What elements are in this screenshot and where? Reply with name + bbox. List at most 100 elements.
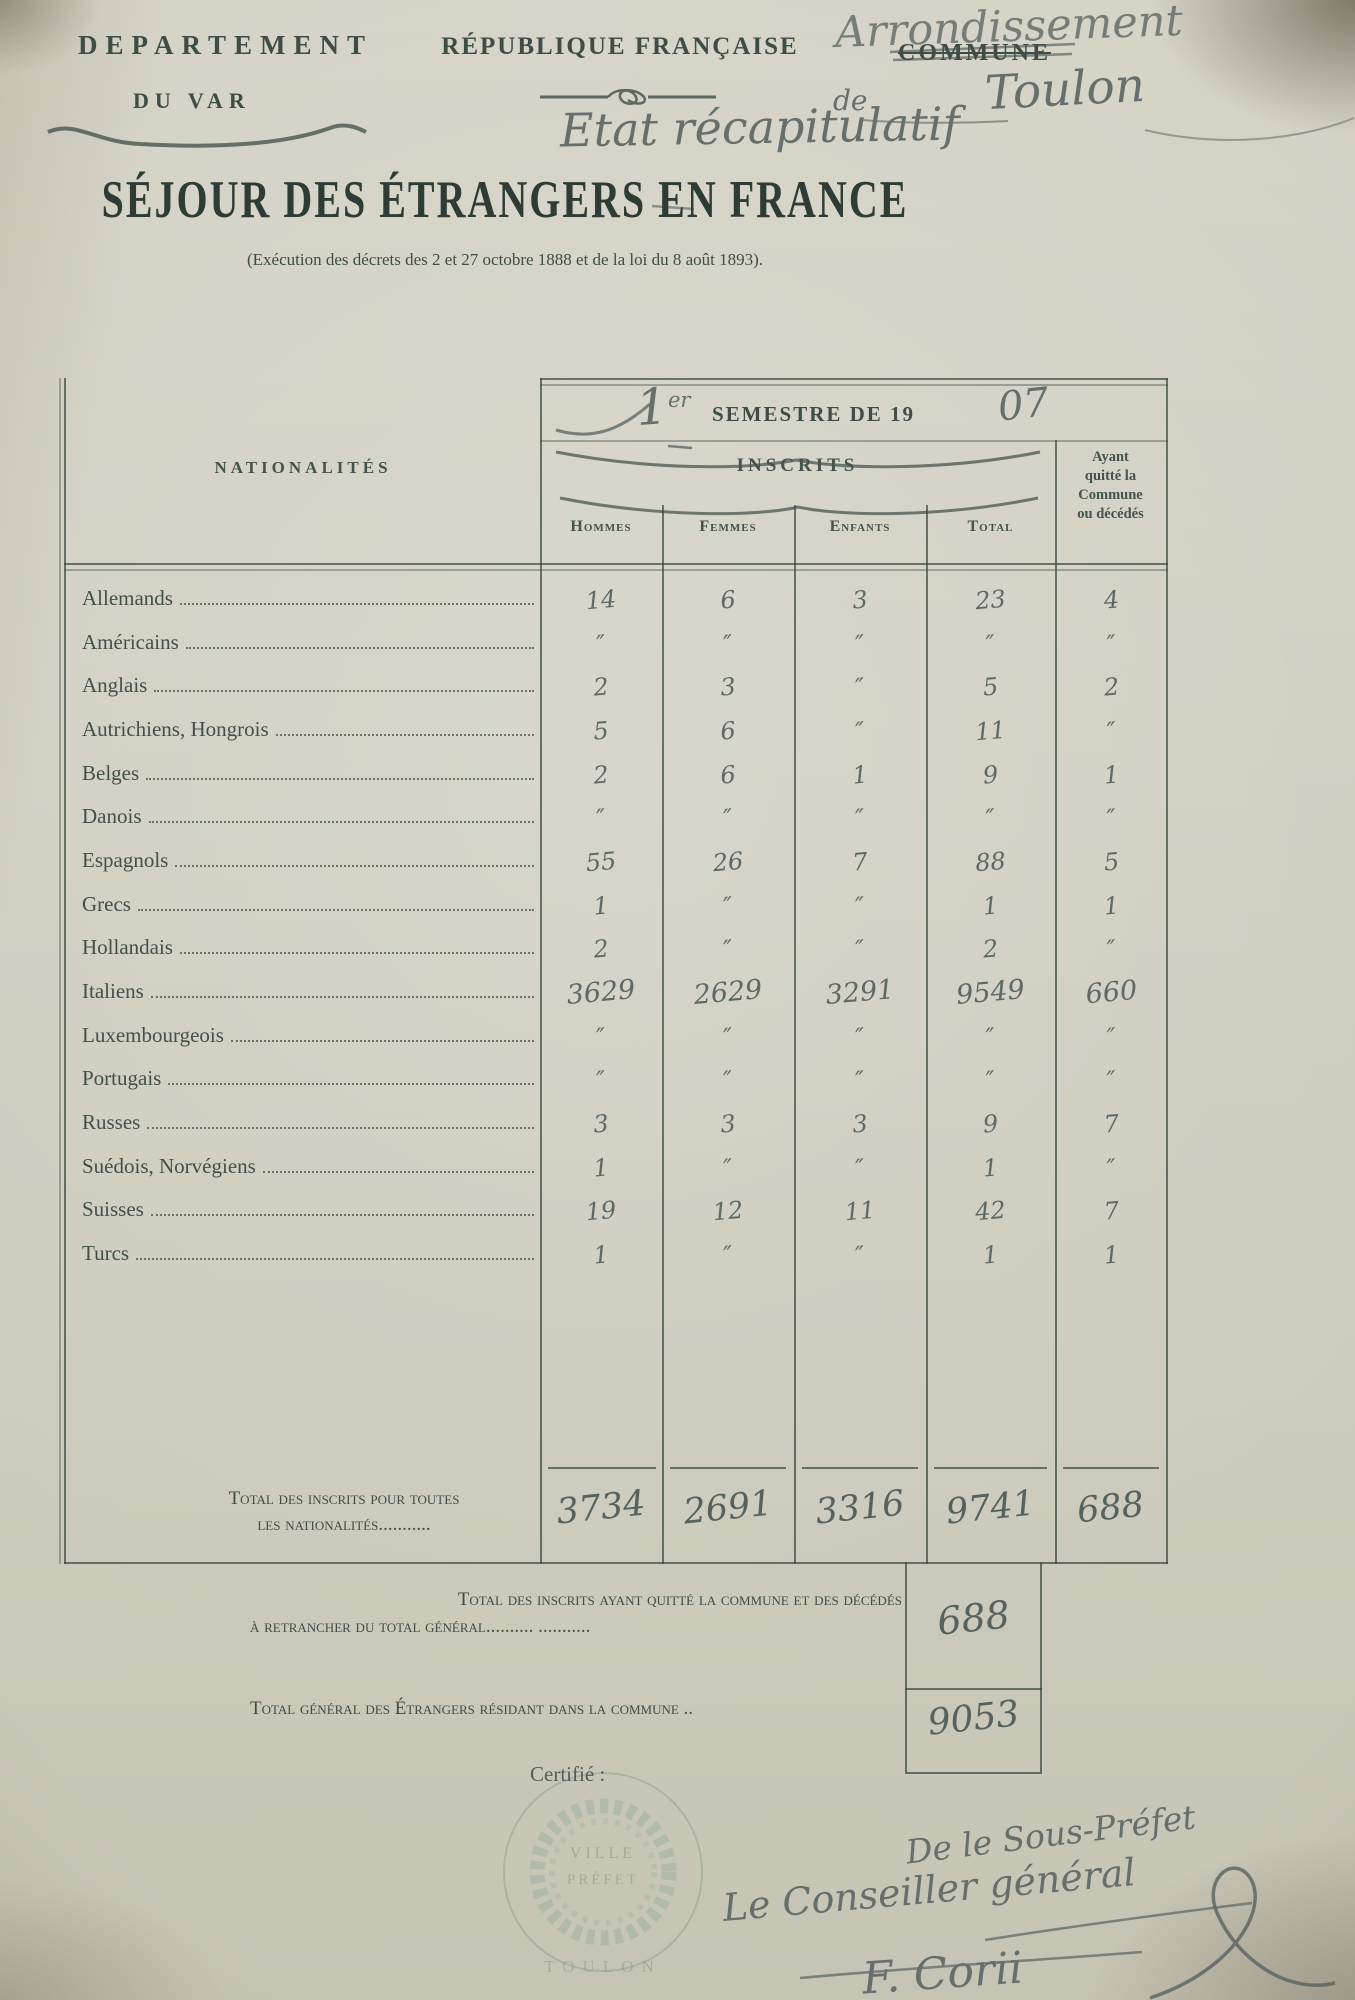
signature: F. Corii	[860, 1942, 1025, 2000]
column-line	[662, 505, 664, 1564]
table-rule	[64, 563, 1168, 565]
table-border	[540, 378, 1168, 380]
nationality-label: Suisses	[82, 1197, 144, 1221]
handwriting-underline	[861, 119, 1009, 124]
totals-rule	[802, 1467, 918, 1469]
quitte-line: Commune	[1078, 487, 1143, 503]
cell-quitte: ″	[1105, 934, 1118, 964]
table-border	[1166, 378, 1168, 1564]
dotted-leader	[137, 908, 534, 911]
column-header-inscrits: INSCRITS	[736, 455, 859, 476]
dotted-leader	[150, 1213, 534, 1216]
nationality-label: Danois	[82, 804, 142, 828]
nationality-label: Anglais	[82, 673, 148, 697]
quitte-line: quitté la	[1084, 468, 1137, 484]
column-header-nationalites: NATIONALITÉS	[214, 458, 392, 477]
table-border	[59, 378, 61, 1564]
nationality-label: Portugais	[82, 1066, 162, 1090]
cell-quitte: 7	[1102, 1196, 1121, 1226]
nationality-label: Suédois, Norvégiens	[82, 1154, 256, 1178]
totals-rule	[1063, 1467, 1159, 1469]
table-row: Suisses 19 12 11 42 7	[66, 1189, 1168, 1233]
table-row: Luxembourgeois ″ ″ ″ ″ ″	[66, 1015, 1168, 1059]
commune-printed-label: COMMUNE	[898, 40, 1051, 66]
cell-quitte: 1	[1102, 1240, 1121, 1270]
dotted-leader	[136, 1257, 534, 1260]
cell-hommes: 1	[592, 1240, 610, 1270]
semester-printed-label: SEMESTRE DE 19	[712, 402, 916, 426]
summary-label-line: Total des inscrits ayant quitté la commu…	[457, 1589, 902, 1610]
table-row: Anglais 2 3 ″ 5 2	[66, 665, 1168, 709]
nationality-label: Américains	[82, 630, 179, 654]
table-row: Belges 2 6 1 9 1	[66, 753, 1168, 797]
nationality-label: Espagnols	[82, 848, 169, 872]
nationality-label: Allemands	[82, 586, 173, 610]
stamp-text: VILLE	[570, 1845, 636, 1862]
totals-label-line: les nationalités...........	[257, 1514, 431, 1535]
table-row: Portugais ″ ″ ″ ″ ″	[66, 1058, 1168, 1102]
handwriting-underline	[651, 204, 695, 211]
cell-quitte: 7	[1102, 1109, 1121, 1139]
etat-recapitulatif-handwritten: Etat récapitulatif	[559, 96, 961, 158]
brace-ornament	[559, 496, 1039, 516]
dotted-leader	[168, 1082, 534, 1085]
cell-quitte: ″	[1105, 1065, 1118, 1095]
column-header-hommes: Hommes	[570, 518, 632, 535]
dotted-leader	[147, 1126, 534, 1129]
column-line	[926, 505, 928, 1564]
dotted-leader	[154, 689, 534, 692]
signature-underline	[984, 1901, 1253, 1942]
summary-general-label: Total général des Étrangers résidant dan…	[250, 1698, 694, 1719]
dotted-leader	[179, 951, 534, 954]
column-header-total: Total	[967, 518, 1014, 535]
signature-underline	[799, 1950, 1143, 1980]
strikethrough-scribble	[889, 42, 1076, 62]
dotted-leader	[230, 1039, 534, 1042]
table-rule	[540, 440, 1168, 442]
table-row: Allemands 14 6 3 23 4	[66, 578, 1168, 622]
dotted-leader	[146, 777, 534, 780]
dotted-leader	[185, 646, 534, 649]
nationality-label: Italiens	[82, 979, 144, 1003]
flourish-ornament	[47, 123, 367, 148]
dotted-leader	[179, 602, 534, 605]
dotted-leader	[148, 820, 534, 823]
table-row: Américains ″ ″ ″ ″ ″	[66, 622, 1168, 666]
semester-ordinal-handwritten: er	[668, 388, 691, 412]
table-row: Autrichiens, Hongrois 5 6 ″ 11 ″	[66, 709, 1168, 753]
quitte-line: Ayant	[1092, 449, 1129, 465]
column-line	[540, 378, 542, 1564]
table-row: Suédois, Norvégiens 1 ″ ″ 1 ″	[66, 1146, 1168, 1190]
column-header-femmes: Femmes	[699, 518, 757, 535]
table-row: Hollandais 2 ″ ″ 2 ″	[66, 927, 1168, 971]
summary-quitte-label: Total des inscrits ayant quitté la commu…	[230, 1586, 902, 1640]
totals-label: Total des inscrits pour toutes les natio…	[150, 1486, 538, 1538]
nationality-label: Turcs	[82, 1241, 130, 1265]
dotted-leader	[175, 864, 534, 867]
nationality-label: Luxembourgeois	[82, 1023, 224, 1047]
flourish-ornament	[555, 402, 651, 436]
table-row: Turcs 1 ″ ″ 1 1	[66, 1233, 1168, 1277]
republic-heading: RÉPUBLIQUE FRANÇAISE	[441, 33, 799, 60]
table-rule	[64, 569, 1168, 571]
page-title: SÉJOUR DES ÉTRANGERS EN FRANCE	[101, 169, 909, 229]
summary-box-line	[905, 1688, 1042, 1690]
quitte-line: ou décédés	[1077, 506, 1144, 522]
semester-number-handwritten: 1	[634, 376, 670, 438]
totals-rule	[670, 1467, 786, 1469]
dotted-leader	[150, 995, 534, 998]
page-subtitle: (Exécution des décrets des 2 et 27 octob…	[247, 250, 763, 269]
table-border	[540, 384, 1168, 386]
official-stamp: VILLE PRÉFET TOULON	[503, 1772, 703, 1976]
table-row: Italiens 3629 2629 3291 9549 660	[66, 971, 1168, 1015]
cell-quitte: ″	[1105, 803, 1118, 833]
cell-total: 1	[981, 1240, 1000, 1270]
stamp-text: TOULON	[544, 1957, 662, 1976]
summary-box-line	[1040, 1562, 1042, 1772]
de-handwritten: de	[833, 84, 868, 117]
cell-quitte: 2	[1102, 672, 1121, 702]
column-line	[794, 505, 796, 1564]
dotted-leader	[262, 1170, 534, 1173]
